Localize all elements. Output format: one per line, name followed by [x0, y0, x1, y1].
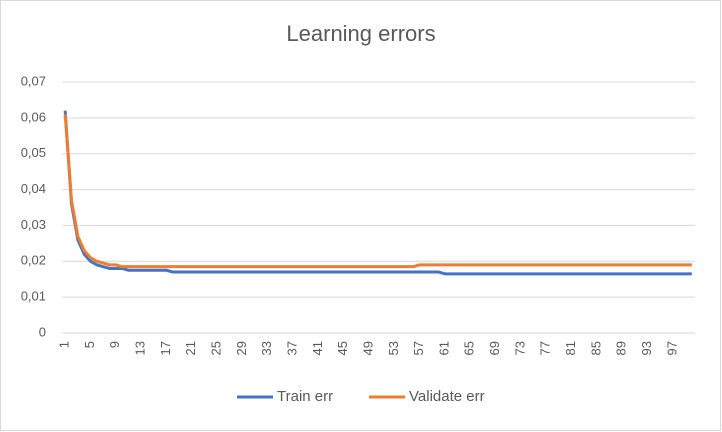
- x-tick-label: 1: [57, 341, 72, 348]
- y-tick-label: 0: [39, 324, 46, 339]
- x-tick-label: 57: [411, 341, 426, 355]
- x-tick-label: 89: [614, 341, 629, 355]
- x-tick-label: 33: [259, 341, 274, 355]
- x-tick-label: 73: [512, 341, 527, 355]
- series-line: [63, 110, 692, 276]
- y-tick-label: 0,02: [21, 253, 46, 268]
- x-tick-label: 69: [487, 341, 502, 355]
- x-tick-label: 13: [133, 341, 148, 355]
- x-tick-label: 53: [386, 341, 401, 355]
- x-tick-label: 45: [335, 341, 350, 355]
- y-tick-label: 0,07: [21, 73, 46, 88]
- x-tick-label: 37: [284, 341, 299, 355]
- x-tick-label: 9: [107, 341, 122, 348]
- x-tick-label: 77: [538, 341, 553, 355]
- legend-label: Validate err: [409, 388, 485, 405]
- chart-title: Learning errors: [286, 21, 435, 46]
- x-tick-label: 25: [209, 341, 224, 355]
- y-tick-label: 0,05: [21, 145, 46, 160]
- x-tick-label: 93: [639, 341, 654, 355]
- x-tick-label: 41: [310, 341, 325, 355]
- x-tick-label: 29: [234, 341, 249, 355]
- series-line: [63, 114, 692, 269]
- legend-label: Train err: [277, 388, 333, 405]
- y-tick-label: 0,04: [21, 181, 46, 196]
- x-tick-label: 17: [158, 341, 173, 355]
- x-tick-label: 85: [588, 341, 603, 355]
- y-tick-label: 0,03: [21, 217, 46, 232]
- y-tick-label: 0,01: [21, 289, 46, 304]
- x-tick-label: 97: [664, 341, 679, 355]
- x-tick-label: 21: [183, 341, 198, 355]
- x-tick-label: 5: [82, 341, 97, 348]
- y-tick-label: 0,06: [21, 109, 46, 124]
- x-tick-label: 81: [563, 341, 578, 355]
- x-tick-label: 65: [462, 341, 477, 355]
- x-tick-label: 49: [360, 341, 375, 355]
- x-tick-label: 61: [436, 341, 451, 355]
